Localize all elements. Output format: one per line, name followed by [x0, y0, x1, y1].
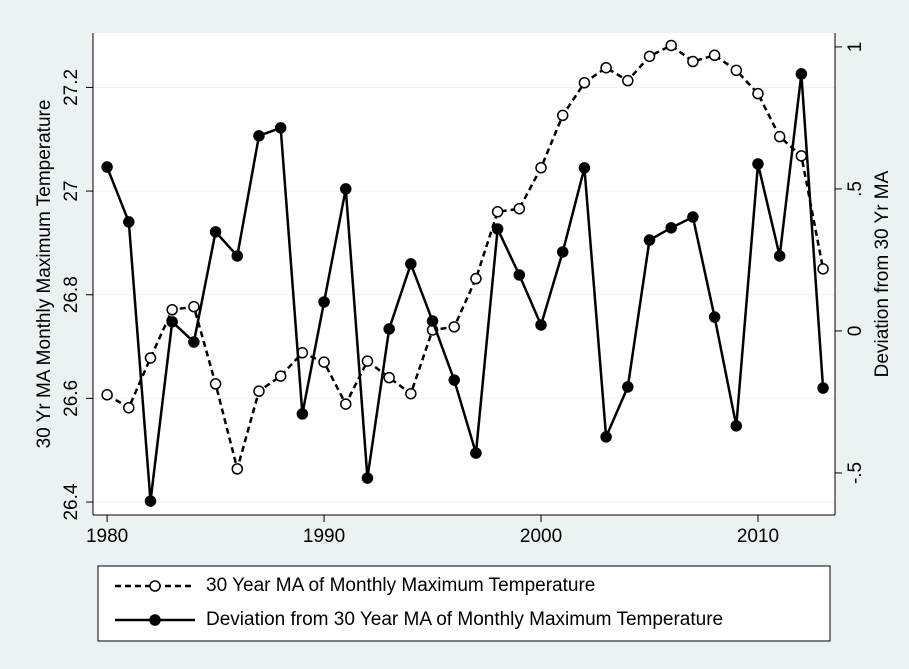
series-line — [106, 43, 825, 474]
plot-area — [93, 33, 835, 515]
point — [513, 269, 526, 281]
point — [123, 401, 135, 414]
x-tick-label: 1980 — [86, 526, 128, 547]
point — [188, 336, 200, 348]
y-tick-label: 27 — [61, 181, 82, 202]
point — [383, 371, 395, 384]
point — [253, 130, 265, 142]
series-line — [105, 73, 825, 502]
point — [405, 258, 417, 270]
point — [318, 296, 330, 308]
point — [340, 398, 352, 410]
point — [426, 315, 439, 327]
point — [470, 447, 482, 459]
point — [817, 263, 829, 275]
point — [578, 77, 591, 89]
point — [123, 216, 135, 228]
x-tick-label: 2000 — [520, 526, 562, 547]
point — [535, 319, 547, 331]
point — [513, 202, 526, 215]
legend-box — [97, 565, 831, 642]
legend-marker — [149, 580, 161, 592]
point — [773, 130, 786, 143]
point — [318, 356, 330, 368]
point — [166, 316, 178, 328]
point — [101, 161, 113, 173]
point — [340, 183, 352, 195]
point — [730, 64, 743, 77]
point — [209, 226, 222, 238]
legend-marker — [149, 614, 161, 626]
x-tick-label: 2010 — [737, 526, 779, 547]
point — [535, 162, 547, 174]
point — [166, 304, 178, 316]
point — [383, 323, 395, 335]
legend-label: 30 Year MA of Monthly Maximum Temperatur… — [206, 575, 595, 596]
point — [448, 374, 460, 386]
point — [622, 381, 634, 393]
point — [405, 387, 417, 400]
y-tick-label: 27.2 — [61, 69, 82, 106]
point — [752, 158, 764, 170]
y-tick-label: 26.4 — [61, 483, 82, 520]
point — [773, 250, 786, 262]
x-tick-label: 1990 — [303, 526, 345, 547]
point — [708, 49, 721, 62]
y2-tick-label: .5 — [845, 181, 866, 197]
legend-label: Deviation from 30 Year MA of Monthly Max… — [206, 609, 723, 630]
point — [491, 223, 504, 235]
point — [144, 495, 157, 507]
point — [231, 463, 244, 475]
point — [687, 211, 699, 223]
y-tick-label: 26.8 — [61, 276, 82, 313]
point — [622, 74, 634, 87]
point — [231, 250, 244, 262]
point — [253, 385, 265, 397]
point — [708, 311, 721, 323]
point — [730, 420, 743, 432]
point — [448, 321, 460, 333]
point — [817, 382, 829, 394]
point — [556, 109, 569, 122]
point — [101, 389, 113, 401]
point — [600, 61, 612, 74]
point — [556, 246, 569, 258]
point — [144, 352, 157, 364]
point — [643, 50, 656, 63]
point — [274, 370, 287, 382]
point — [752, 87, 764, 100]
point — [188, 300, 200, 313]
point — [600, 431, 612, 443]
point — [491, 206, 504, 218]
point — [687, 55, 699, 68]
y2-tick-label: 0 — [845, 326, 866, 337]
point — [578, 162, 591, 174]
point — [361, 472, 374, 484]
point — [470, 272, 482, 285]
point — [296, 408, 309, 420]
point — [795, 68, 808, 80]
point — [209, 378, 222, 390]
y2-tick-label: 1 — [845, 42, 866, 53]
point — [665, 222, 677, 234]
point — [665, 39, 677, 52]
y2-axis-title: Deviation from 30 Yr MA — [872, 170, 893, 377]
point — [795, 150, 808, 162]
y2-tick-label: -.5 — [845, 462, 866, 484]
y-tick-label: 26.6 — [61, 380, 82, 417]
point — [643, 234, 656, 246]
y-axis-title: 30 Yr MA Monthly Maximum Temperature — [34, 100, 55, 449]
point — [274, 122, 287, 134]
point — [361, 355, 374, 367]
